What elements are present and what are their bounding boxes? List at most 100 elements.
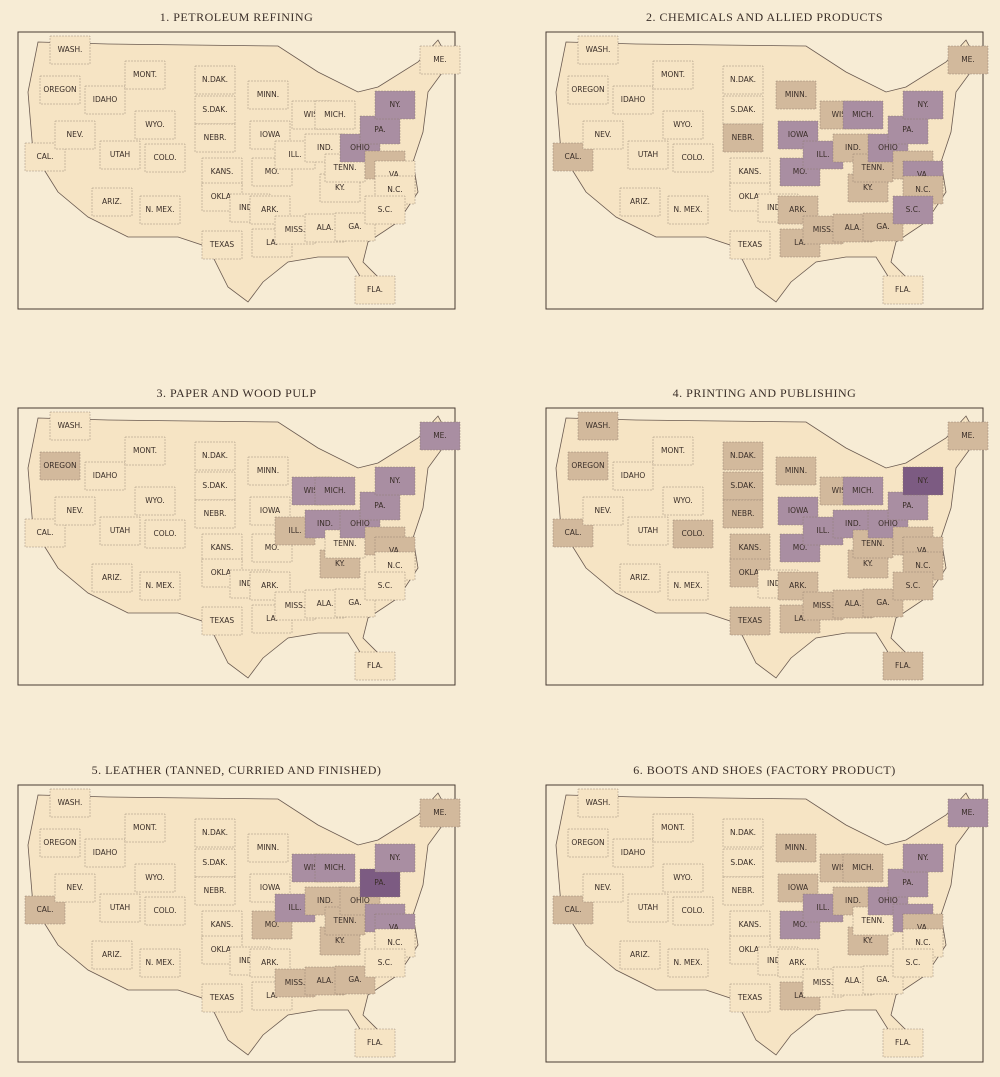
state-area xyxy=(627,893,669,923)
state-label: COLO. xyxy=(153,906,176,915)
state-area xyxy=(775,456,817,486)
state-label: NY. xyxy=(917,853,928,862)
state-label: CAL. xyxy=(565,905,582,914)
map-title: 3. PAPER AND WOOD PULP xyxy=(156,386,316,400)
state-label: PA. xyxy=(902,878,913,887)
state-label: TEXAS xyxy=(737,993,763,1002)
state-area xyxy=(124,60,166,90)
state-area xyxy=(374,90,416,120)
state-label: WASH. xyxy=(586,45,611,54)
state-label: WASH. xyxy=(586,421,611,430)
state-label: OKLA. xyxy=(211,192,234,201)
state-label: COLO. xyxy=(153,153,176,162)
state-area xyxy=(39,75,81,105)
state-label: KANS. xyxy=(739,167,762,176)
state-label: NEBR. xyxy=(204,133,227,142)
state-area xyxy=(49,411,91,441)
state-label: ILL. xyxy=(817,150,830,159)
state-area xyxy=(359,868,401,898)
state-label: S.C. xyxy=(378,205,393,214)
state-label: TENN. xyxy=(861,163,885,172)
state-area xyxy=(364,195,406,225)
state-label: KY. xyxy=(863,559,873,568)
state-area xyxy=(672,519,714,549)
state-label: GA. xyxy=(876,598,889,607)
panel-frame xyxy=(17,31,456,310)
state-label: OKLA. xyxy=(739,192,762,201)
state-label: N. MEX. xyxy=(673,581,702,590)
state-label: TEXAS xyxy=(737,240,763,249)
state-area xyxy=(134,110,176,140)
state-label: N. MEX. xyxy=(145,205,174,214)
state-label: N.C. xyxy=(915,938,931,947)
state-label: PA. xyxy=(374,501,385,510)
state-area xyxy=(722,876,764,906)
state-label: NEV. xyxy=(595,883,612,892)
state-area xyxy=(612,461,654,491)
state-label: ILL. xyxy=(817,526,830,535)
state-area xyxy=(134,486,176,516)
state-label: CAL. xyxy=(37,152,54,161)
map-title: 5. LEATHER (TANNED, CURRIED AND FINISHED… xyxy=(92,763,382,777)
state-area xyxy=(201,983,243,1013)
state-label: MICH. xyxy=(324,486,346,495)
state-area xyxy=(201,606,243,636)
state-area xyxy=(91,563,133,593)
state-label: ARIZ. xyxy=(630,950,650,959)
state-label: MINN. xyxy=(257,466,279,475)
state-area xyxy=(652,436,694,466)
state-area xyxy=(54,120,96,150)
state-label: KY. xyxy=(335,559,345,568)
state-label: ARIZ. xyxy=(102,950,122,959)
state-area xyxy=(54,873,96,903)
state-label: MISS. xyxy=(285,601,306,610)
state-area xyxy=(49,788,91,818)
state-area xyxy=(775,80,817,110)
state-area xyxy=(722,95,764,125)
state-label: UTAH xyxy=(110,903,130,912)
state-area xyxy=(662,486,704,516)
state-label: TENN. xyxy=(333,163,357,172)
state-area xyxy=(201,230,243,260)
state-label: MONT. xyxy=(133,823,157,832)
state-label: MO. xyxy=(265,920,279,929)
state-label: ILL. xyxy=(289,150,302,159)
state-label: MO. xyxy=(793,543,807,552)
state-label: MO. xyxy=(793,920,807,929)
state-area xyxy=(194,818,236,848)
state-label: IOWA xyxy=(788,130,809,139)
state-label: MONT. xyxy=(133,70,157,79)
state-label: N.C. xyxy=(387,561,403,570)
state-area xyxy=(902,843,944,873)
state-label: IDAHO xyxy=(621,848,646,857)
state-label: TENN. xyxy=(333,916,357,925)
state-label: TENN. xyxy=(861,916,885,925)
state-label: KANS. xyxy=(739,543,762,552)
state-area xyxy=(887,868,929,898)
state-label: IND. xyxy=(845,519,861,528)
state-area xyxy=(777,873,819,903)
state-label: KY. xyxy=(863,183,873,192)
state-label: S.DAK. xyxy=(730,105,755,114)
state-label: OREGON xyxy=(43,85,76,94)
state-label: N.C. xyxy=(915,185,931,194)
state-label: UTAH xyxy=(110,150,130,159)
state-label: WIS. xyxy=(832,486,849,495)
panel-frame xyxy=(545,784,984,1063)
state-area xyxy=(194,441,236,471)
state-area xyxy=(619,187,661,217)
state-area xyxy=(842,476,884,506)
state-label: MISS. xyxy=(285,978,306,987)
state-label: S.C. xyxy=(906,958,921,967)
state-label: ME. xyxy=(433,55,447,64)
state-label: ARIZ. xyxy=(102,197,122,206)
state-area xyxy=(582,496,624,526)
state-label: LA. xyxy=(266,238,278,247)
state-label: S.DAK. xyxy=(202,105,227,114)
state-area xyxy=(892,948,934,978)
state-label: OHIO xyxy=(878,143,898,152)
state-area xyxy=(947,798,989,828)
state-area xyxy=(842,100,884,130)
state-area xyxy=(577,35,619,65)
